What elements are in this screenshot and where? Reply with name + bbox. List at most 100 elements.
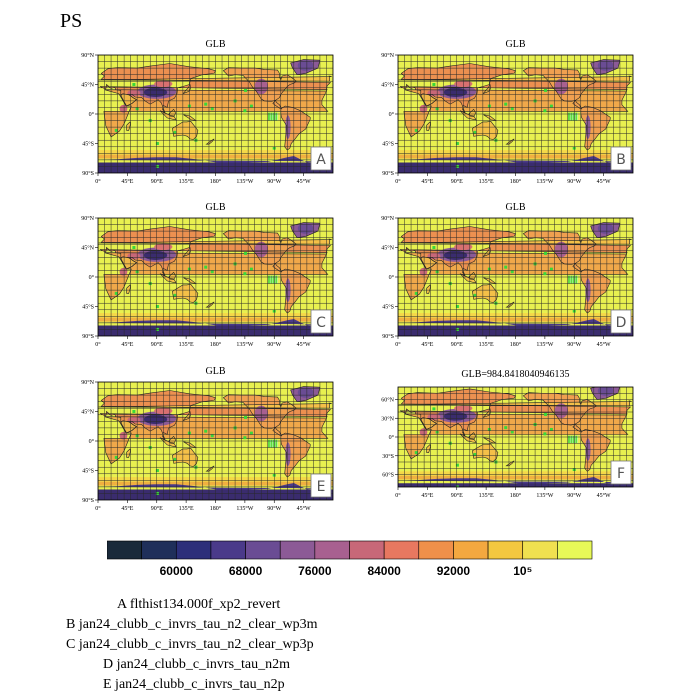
panel-label: F bbox=[610, 460, 632, 485]
coastline-south-america bbox=[280, 432, 311, 478]
station-marker bbox=[114, 291, 118, 295]
lat-tick-label: 90°N bbox=[81, 215, 94, 222]
coastline-north-america bbox=[222, 394, 297, 437]
terrain-greenland-ice bbox=[597, 223, 614, 234]
panel-label: B bbox=[610, 146, 632, 171]
panel-title: GLB bbox=[206, 202, 226, 213]
colorbar-swatch bbox=[487, 540, 524, 560]
land-australia bbox=[172, 448, 198, 467]
station-marker bbox=[155, 142, 159, 145]
station-marker bbox=[210, 270, 214, 274]
lon-tick-label: 90°W bbox=[267, 178, 281, 185]
map-field bbox=[98, 218, 333, 336]
coastline-south-america bbox=[580, 105, 611, 151]
coastline-south-america bbox=[280, 105, 311, 151]
colorbar-swatch bbox=[141, 540, 177, 560]
coastline-madagascar bbox=[126, 448, 131, 458]
coastline-new-guinea bbox=[483, 277, 497, 285]
lon-tick-label: 45°W bbox=[297, 505, 311, 512]
land-new-guinea bbox=[183, 441, 196, 448]
station-marker bbox=[473, 293, 477, 297]
lon-tick-label: 45°W bbox=[297, 341, 311, 348]
station-marker bbox=[414, 291, 418, 295]
coastline-africa bbox=[403, 89, 629, 138]
lon-tick-label: 0° bbox=[395, 341, 401, 348]
lat-tick-label: 45°S bbox=[382, 304, 394, 311]
lon-tick-label: 135°W bbox=[536, 492, 553, 499]
coastline-north-america bbox=[222, 67, 297, 110]
lat-tick-label: 90°N bbox=[81, 379, 94, 386]
station-marker bbox=[173, 293, 177, 297]
station-marker bbox=[504, 265, 508, 269]
land-indonesia bbox=[160, 437, 177, 447]
lat-tick-label: 45°N bbox=[381, 245, 394, 252]
station-marker bbox=[414, 451, 418, 455]
panel-label-text: D bbox=[616, 315, 627, 331]
land-madagascar bbox=[126, 284, 131, 294]
terrain-greenland-ice bbox=[297, 387, 314, 398]
lat-tick-label: 45°S bbox=[82, 141, 94, 148]
land-australia bbox=[472, 284, 498, 303]
station-marker bbox=[544, 88, 548, 92]
lon-tick-label: 90°E bbox=[451, 341, 463, 348]
coastline-africa bbox=[403, 252, 629, 301]
station-marker bbox=[249, 104, 253, 108]
land-madagascar bbox=[126, 448, 131, 458]
station-marker bbox=[173, 130, 177, 134]
terrain-ethiopia-high bbox=[119, 267, 128, 276]
panel-label: E bbox=[310, 473, 332, 498]
lon-tick-label: 135°W bbox=[236, 341, 253, 348]
lon-tick-label: 90°E bbox=[151, 341, 163, 348]
land-new-guinea bbox=[183, 277, 196, 284]
coastline-greenland bbox=[590, 222, 621, 239]
colorbar-tick-label: 92000 bbox=[437, 564, 471, 578]
lat-tick-label: 45°S bbox=[382, 141, 394, 148]
lon-tick-label: 135°W bbox=[236, 178, 253, 185]
station-marker bbox=[549, 428, 553, 431]
colorbar-swatch bbox=[175, 540, 212, 560]
panel-label-text: B bbox=[616, 152, 626, 168]
lat-tick-label: 0° bbox=[89, 438, 95, 445]
coastline-indonesia bbox=[459, 110, 477, 121]
lon-tick-label: 180° bbox=[510, 492, 522, 499]
lat-tick-label: 90°N bbox=[81, 52, 94, 59]
lon-tick-label: 135°W bbox=[236, 505, 253, 512]
lat-tick-label: 45°S bbox=[82, 468, 94, 475]
lon-tick-label: 45°E bbox=[121, 341, 133, 348]
coastline-north-america bbox=[222, 230, 297, 273]
terrain-greenland-ice bbox=[597, 60, 614, 71]
lon-tick-label: 90°E bbox=[151, 505, 163, 512]
legend-line-c: C jan24_clubb_c_invrs_tau_n2_clear_wp3p bbox=[66, 637, 314, 652]
legend-line-a: A flthist134.000f_xp2_revert bbox=[117, 597, 281, 612]
lat-tick-label: 30°S bbox=[382, 453, 394, 460]
legend-line-b: B jan24_clubb_c_invrs_tau_n2_clear_wp3m bbox=[66, 617, 318, 632]
lat-tick-label: 90°S bbox=[82, 170, 94, 177]
terrain-tibet-plateau bbox=[143, 87, 168, 97]
lat-tick-label: 0° bbox=[89, 111, 95, 118]
terrain-ethiopia-high bbox=[419, 267, 428, 276]
coastline-africa bbox=[403, 413, 629, 460]
land-new-guinea bbox=[183, 114, 196, 121]
terrain-ethiopia-high bbox=[119, 431, 128, 440]
terrain-tibet-plateau bbox=[443, 87, 468, 97]
colorbar-swatch bbox=[418, 540, 454, 560]
station-marker bbox=[504, 426, 508, 430]
station-marker bbox=[414, 128, 418, 132]
colorbar-swatch bbox=[349, 540, 385, 560]
lat-tick-label: 45°N bbox=[81, 409, 94, 416]
map-field bbox=[98, 55, 333, 173]
lat-tick-label: 0° bbox=[389, 111, 395, 118]
land-eurasia bbox=[400, 226, 631, 277]
station-marker bbox=[549, 104, 553, 108]
station-marker bbox=[510, 270, 514, 274]
colorbar-swatch bbox=[453, 540, 489, 560]
lon-tick-label: 90°W bbox=[567, 341, 581, 348]
coastline-north-america bbox=[522, 230, 597, 273]
lat-tick-label: 90°S bbox=[82, 333, 94, 340]
lat-tick-label: 0° bbox=[89, 274, 95, 281]
land-indonesia bbox=[460, 110, 477, 120]
lon-tick-label: 135°E bbox=[479, 178, 494, 185]
lon-tick-label: 180° bbox=[210, 178, 222, 185]
land-australia bbox=[172, 121, 198, 140]
